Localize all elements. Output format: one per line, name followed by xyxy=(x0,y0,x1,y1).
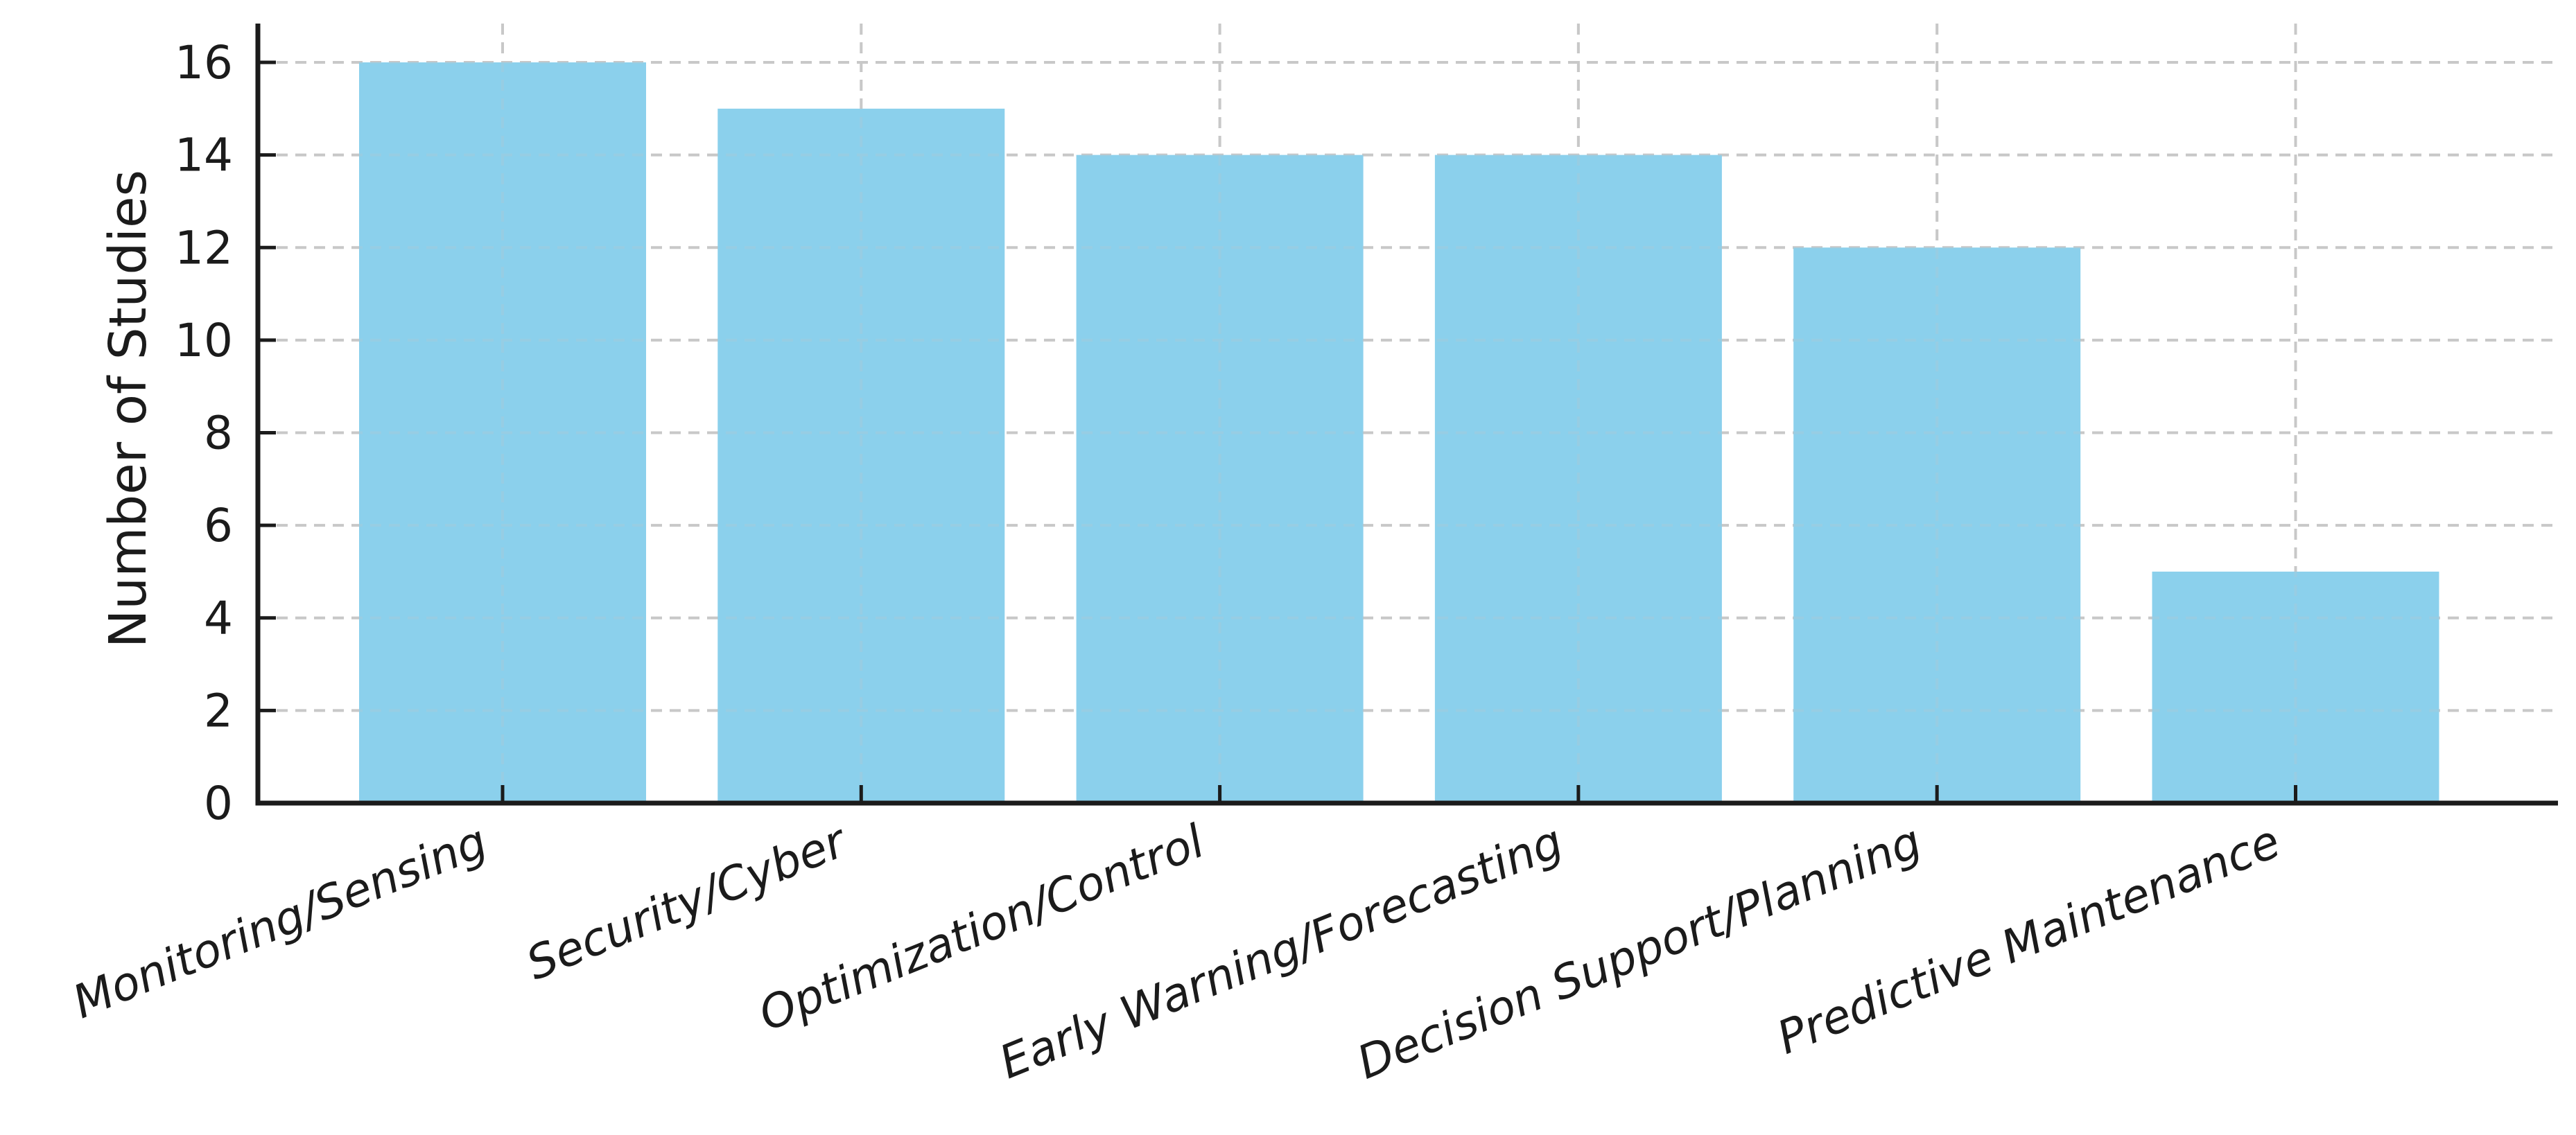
bar xyxy=(1076,155,1364,803)
y-tick-label: 12 xyxy=(175,221,233,274)
y-tick-label: 16 xyxy=(175,36,233,89)
x-category-labels-layer: Monitoring/Sensing Security/CyberOptimiza… xyxy=(65,813,2287,1090)
bar xyxy=(2152,571,2439,803)
y-tick-label: 14 xyxy=(175,129,233,182)
y-tick-label: 6 xyxy=(204,499,233,552)
x-category-label: Security/Cyber xyxy=(519,813,855,991)
bar xyxy=(1434,155,1722,803)
gridlines-overlay-layer xyxy=(258,24,2558,803)
x-category-label: Decision Support/Planning xyxy=(1350,814,1929,1089)
ticks-layer xyxy=(258,60,2297,805)
x-category-label: Monitoring/Sensing xyxy=(65,814,494,1029)
y-tick-label: 4 xyxy=(204,592,233,645)
bar xyxy=(717,108,1005,803)
y-tick-label: 8 xyxy=(204,407,233,460)
y-tick-label: 2 xyxy=(204,684,233,737)
bars-layer xyxy=(359,62,2439,803)
y-axis-label: Number of Studies xyxy=(98,170,158,648)
y-tick-label: 0 xyxy=(204,777,233,830)
bar xyxy=(359,62,646,803)
x-category-label: Early Warning/Forecasting xyxy=(992,814,1570,1089)
y-tick-label: 10 xyxy=(175,314,233,367)
y-tick-labels-layer: 0 2 4 6 8 10 12 14 16 xyxy=(175,36,233,830)
bar xyxy=(1793,247,2081,803)
